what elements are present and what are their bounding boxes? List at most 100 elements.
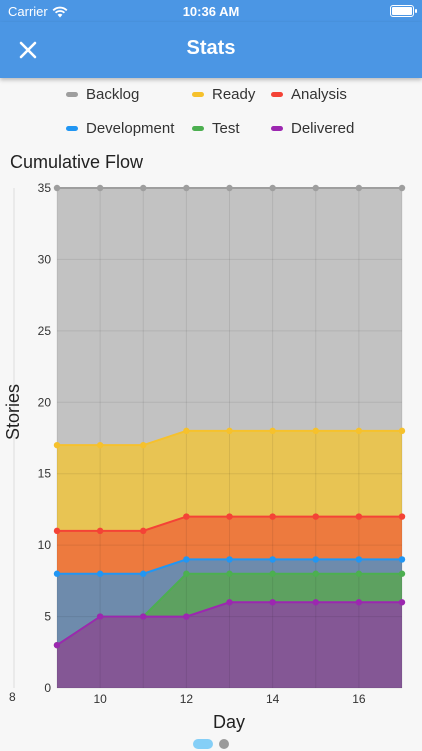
data-point-development: [183, 556, 190, 563]
data-point-analysis: [269, 513, 276, 520]
status-bar: Carrier 10:36 AM: [0, 0, 422, 22]
legend-swatch: [66, 126, 78, 131]
data-point-test: [355, 570, 363, 577]
data-point-backlog: [96, 184, 104, 192]
data-point-development: [269, 556, 276, 563]
data-point-development: [398, 556, 406, 563]
data-point-analysis: [183, 513, 190, 520]
data-point-analysis: [355, 513, 363, 520]
legend-label: Analysis: [291, 86, 347, 103]
page-title: Stats: [186, 37, 236, 59]
x-tick-label: 14: [266, 692, 280, 706]
data-point-development: [226, 556, 233, 563]
area-development: [57, 559, 402, 646]
legend-swatch: [66, 92, 78, 97]
data-point-backlog: [355, 184, 363, 192]
data-point-analysis: [140, 527, 147, 535]
legend-item-ready: Ready: [192, 86, 255, 103]
legend-label: Backlog: [86, 86, 140, 103]
data-point-backlog: [269, 184, 276, 192]
data-point-development: [355, 556, 363, 563]
x-axis-title: Day: [212, 712, 245, 732]
battery-icon: [390, 5, 417, 17]
legend-item-analysis: Analysis: [271, 86, 347, 103]
data-point-ready: [355, 427, 363, 435]
data-point-ready: [398, 427, 406, 435]
legend-swatch: [192, 92, 204, 97]
data-point-ready: [53, 441, 61, 449]
x-tick-label: 10: [93, 692, 107, 706]
page-dot-active[interactable]: [193, 739, 213, 749]
y-tick-label: 30: [38, 252, 52, 266]
legend-label: Ready: [212, 86, 256, 103]
data-point-analysis: [96, 527, 104, 535]
data-point-delivered: [183, 613, 190, 620]
y-tick-label: 25: [38, 324, 52, 338]
legend-item-test: Test: [192, 120, 240, 137]
area-delivered: [57, 602, 402, 688]
data-point-test: [312, 570, 319, 577]
legend-label: Development: [86, 120, 175, 137]
y-tick-label: 10: [38, 538, 52, 552]
page-dot[interactable]: [219, 739, 229, 749]
y-tick-label: 35: [38, 181, 52, 195]
page-indicator: [0, 739, 422, 751]
chart-title: Cumulative Flow: [10, 152, 144, 172]
close-icon[interactable]: [14, 36, 42, 64]
data-point-delivered: [398, 599, 406, 606]
legend-item-backlog: Backlog: [66, 86, 139, 103]
data-point-development: [96, 570, 104, 577]
x-tick-label: 16: [352, 692, 366, 706]
data-point-delivered: [312, 599, 319, 606]
data-point-ready: [140, 441, 147, 449]
carrier-info: Carrier: [8, 4, 68, 19]
cumulative-flow-chart: 0 5 10 15 20 25 30 35 10 12 14 16: [13, 181, 406, 706]
data-point-ready: [226, 427, 233, 435]
data-point-ready: [269, 427, 276, 435]
data-point-test: [269, 570, 276, 577]
data-point-ready: [312, 427, 319, 435]
y-tick-label: 15: [38, 467, 52, 481]
data-point-analysis: [312, 513, 319, 520]
area-ready: [57, 430, 402, 531]
area-backlog: [57, 188, 402, 446]
x-axis-extra-tick: 8: [9, 690, 16, 704]
y-tick-label: 20: [38, 395, 52, 409]
data-point-test: [398, 570, 406, 577]
data-point-delivered: [226, 599, 233, 606]
data-point-backlog: [312, 184, 319, 192]
carrier-label: Carrier: [8, 4, 48, 19]
legend-item-development: Development: [66, 120, 174, 137]
data-point-development: [140, 570, 147, 577]
y-axis-title: Stories: [3, 383, 23, 440]
y-tick-label: 0: [44, 681, 51, 695]
data-point-analysis: [398, 513, 406, 520]
data-point-backlog: [398, 184, 406, 192]
data-point-backlog: [183, 184, 190, 192]
x-tick-label: 12: [180, 692, 194, 706]
data-point-analysis: [226, 513, 233, 520]
app-bar: Stats: [0, 22, 422, 78]
area-test: [57, 573, 402, 646]
y-tick-label: 5: [44, 610, 51, 624]
chart-legend: Backlog Ready Analysis Development Test …: [0, 80, 422, 150]
data-point-delivered: [140, 613, 147, 620]
legend-label: Test: [212, 120, 240, 137]
data-point-delivered: [53, 641, 61, 649]
data-point-development: [312, 556, 319, 563]
legend-item-delivered: Delivered: [271, 120, 354, 137]
data-point-analysis: [53, 527, 61, 535]
data-point-backlog: [140, 184, 147, 192]
data-point-backlog: [226, 184, 233, 192]
data-point-backlog: [53, 184, 61, 192]
clock: 10:36 AM: [182, 4, 240, 19]
data-point-delivered: [355, 599, 363, 606]
data-point-ready: [183, 427, 190, 435]
data-point-delivered: [96, 613, 104, 620]
legend-swatch: [192, 126, 204, 131]
data-point-test: [226, 570, 233, 577]
data-point-development: [53, 570, 61, 577]
wifi-icon: [52, 6, 68, 17]
legend-swatch: [271, 126, 283, 131]
data-point-ready: [96, 441, 104, 449]
